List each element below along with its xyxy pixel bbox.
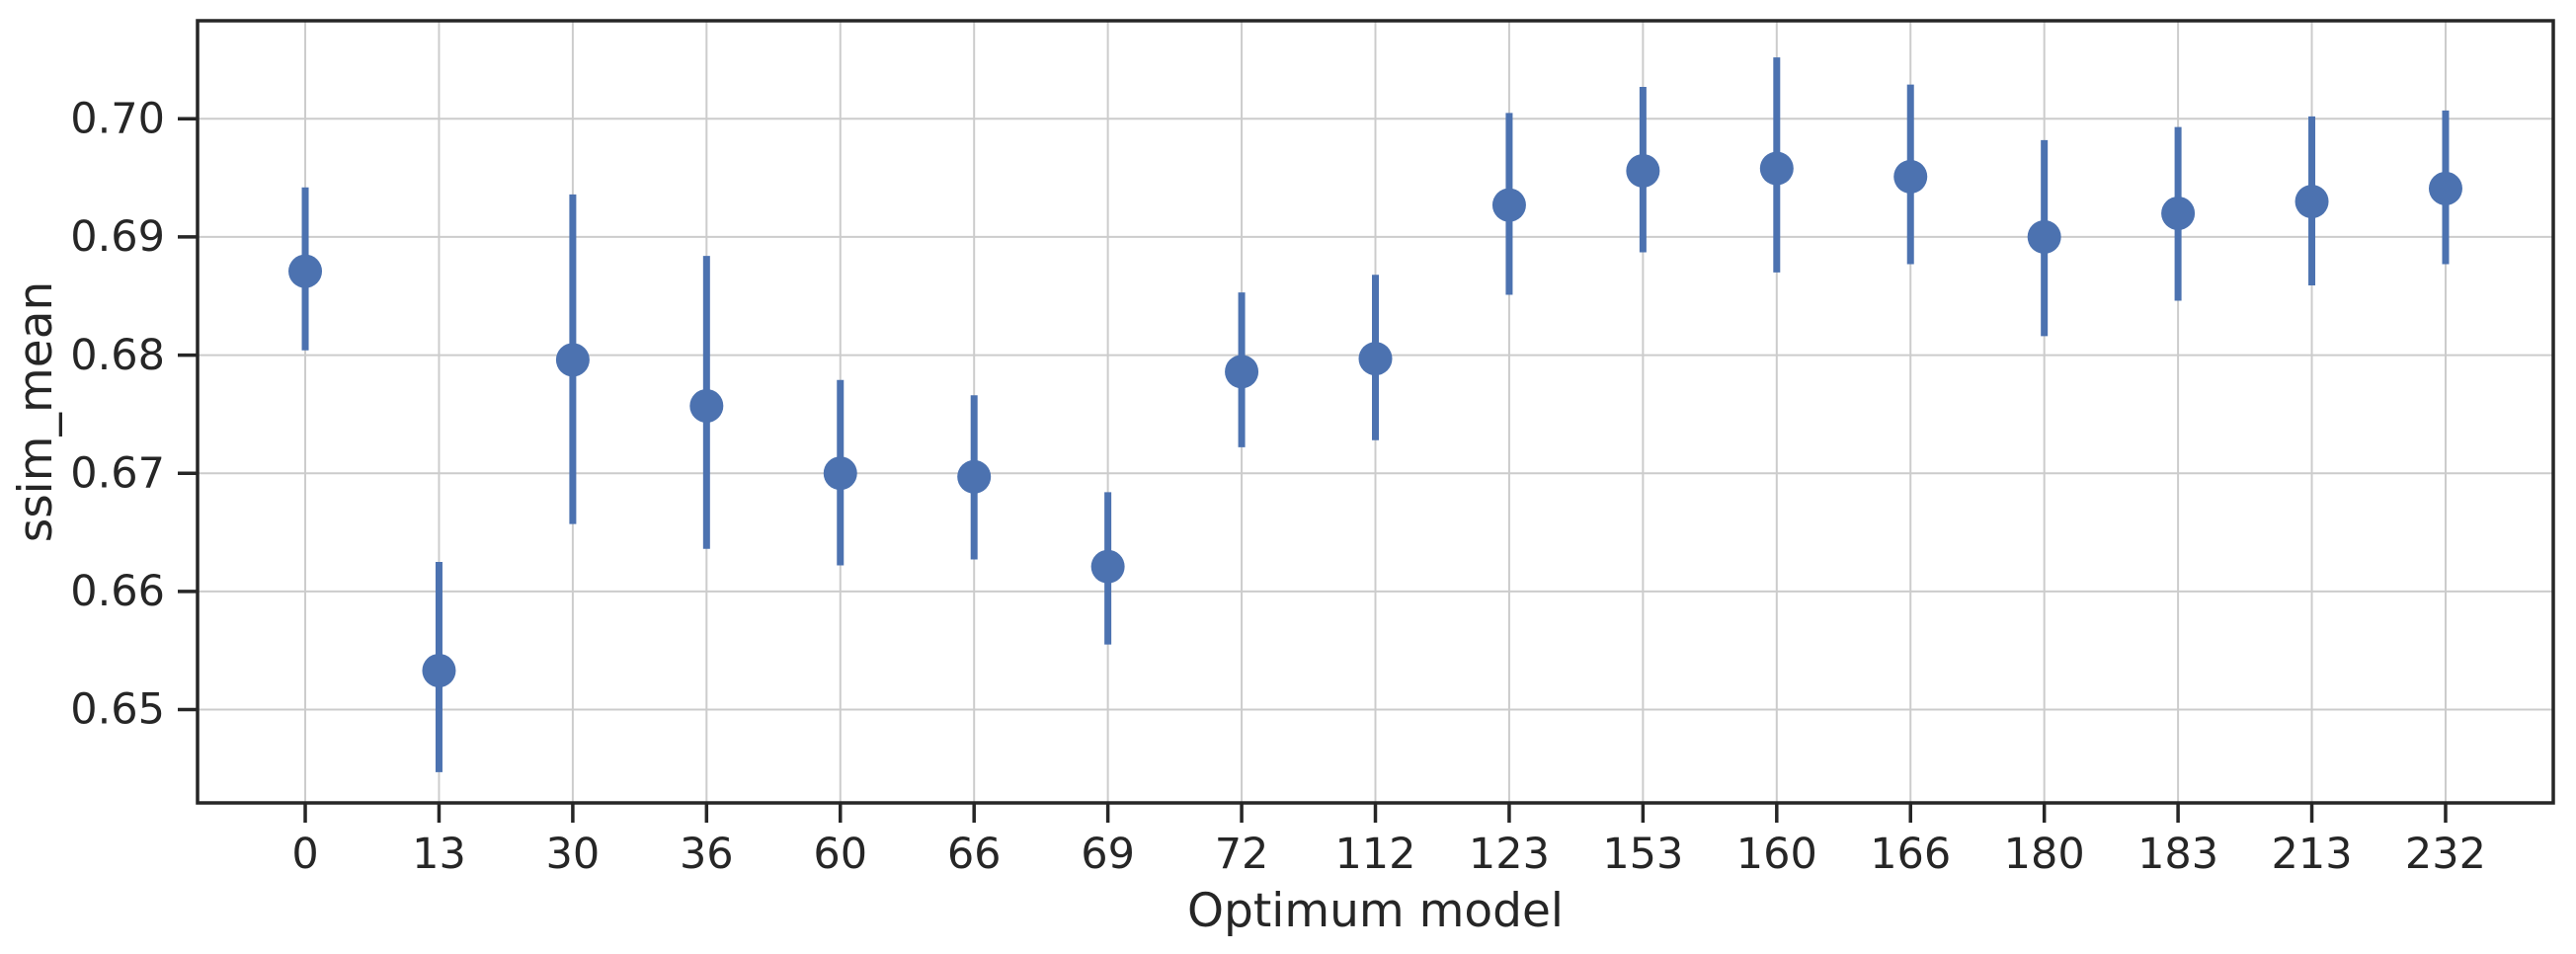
x-tick-label: 183 (2137, 830, 2218, 879)
x-tick-label: 112 (1334, 830, 1415, 879)
y-tick-label: 0.68 (70, 331, 165, 380)
x-tick-label: 0 (291, 830, 318, 879)
data-point-marker (1759, 151, 1794, 186)
y-tick-label: 0.70 (70, 94, 165, 143)
data-point-marker (2428, 171, 2462, 205)
data-point-marker (689, 389, 724, 424)
x-tick-label: 13 (412, 830, 466, 879)
data-point-marker (1090, 549, 1125, 584)
data-point-marker (1491, 188, 1526, 222)
y-tick-label: 0.65 (70, 685, 165, 735)
x-tick-label: 166 (1870, 830, 1951, 879)
x-tick-label: 60 (813, 830, 867, 879)
data-point-marker (1893, 159, 1928, 194)
data-point-marker (288, 254, 323, 288)
x-tick-label: 30 (546, 830, 601, 879)
y-axis-title: ssim_mean (9, 281, 63, 543)
x-axis-title: Optimum model (1187, 884, 1564, 938)
x-tick-label: 153 (1602, 830, 1683, 879)
data-point-marker (823, 456, 857, 491)
x-tick-label: 213 (2272, 830, 2353, 879)
data-point-marker (1358, 342, 1393, 376)
data-point-marker (1225, 355, 1259, 389)
x-tick-label: 66 (947, 830, 1002, 879)
x-tick-label: 69 (1081, 830, 1135, 879)
y-tick-label: 0.66 (70, 567, 165, 616)
y-tick-label: 0.69 (70, 212, 165, 262)
data-point-marker (957, 459, 992, 494)
data-point-marker (555, 343, 590, 377)
x-tick-label: 123 (1469, 830, 1550, 879)
x-tick-label: 72 (1215, 830, 1269, 879)
data-point-marker (2161, 197, 2196, 231)
data-point-marker (2027, 219, 2061, 254)
data-point-marker (1626, 153, 1660, 188)
x-tick-label: 36 (680, 830, 734, 879)
x-tick-label: 180 (2004, 830, 2085, 879)
y-tick-label: 0.67 (70, 448, 165, 498)
data-point-marker (422, 654, 456, 688)
x-tick-label: 160 (1736, 830, 1817, 879)
data-point-marker (2294, 185, 2329, 219)
x-tick-label: 232 (2405, 830, 2486, 879)
